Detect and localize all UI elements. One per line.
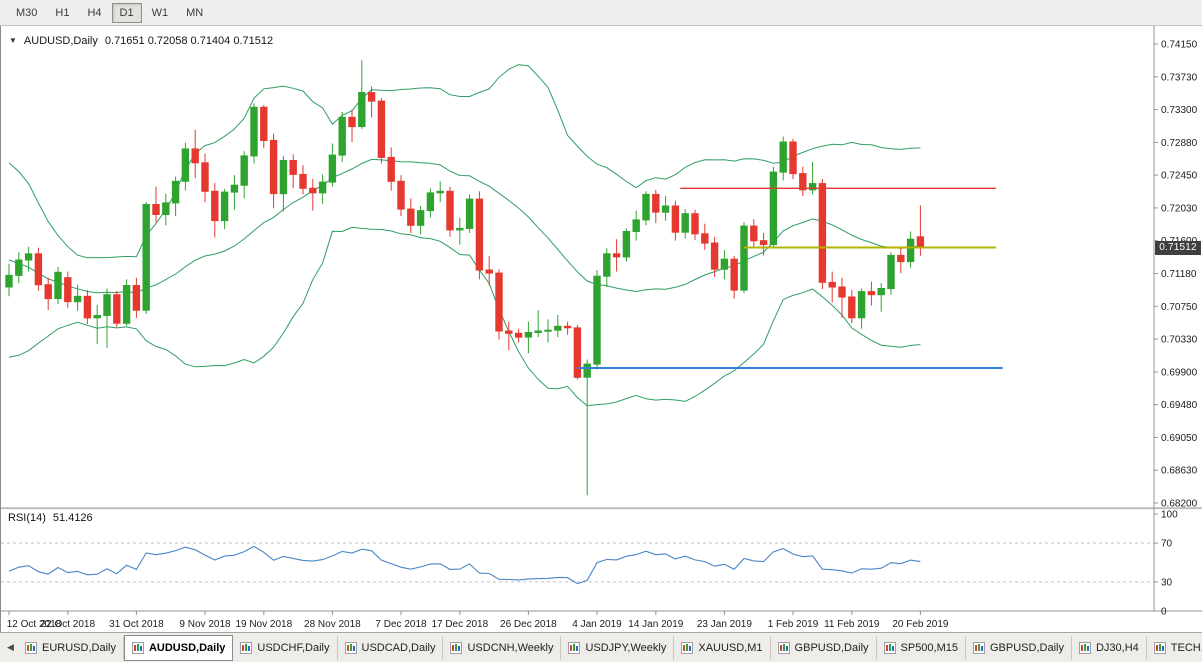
svg-text:4 Jan 2019: 4 Jan 2019 xyxy=(572,619,622,630)
svg-text:11 Feb 2019: 11 Feb 2019 xyxy=(824,619,880,630)
chart-area[interactable]: 0.74150 0.73730 0.73300 0.72880 0.72450 0.720… xyxy=(0,26,1202,632)
tab-label: TECH10 xyxy=(1170,641,1202,654)
chart-ohlc-values: 0.71651 0.72058 0.71404 0.71512 xyxy=(104,35,274,47)
current-price-badge: 0.71512 xyxy=(1155,241,1201,255)
svg-text:0.70330: 0.70330 xyxy=(1161,335,1198,346)
tab-label: GBPUSD,Daily xyxy=(990,641,1064,654)
tab-chart-icon xyxy=(777,641,790,654)
tab-chart-icon xyxy=(25,641,37,654)
svg-text:20 Feb 2019: 20 Feb 2019 xyxy=(892,619,949,630)
tab-label: SP500,M15 xyxy=(900,641,958,654)
tab-usdchf-daily[interactable]: USDCHF,Daily xyxy=(233,635,338,660)
tab-label: USDJPY,Weekly xyxy=(585,641,667,654)
rsi-name: RSI(14) xyxy=(8,512,46,524)
tab-label: USDCHF,Daily xyxy=(257,641,330,654)
svg-text:22 Oct 2018: 22 Oct 2018 xyxy=(41,619,96,630)
svg-text:0: 0 xyxy=(1161,607,1167,618)
rsi-axis: 100 70 30 0 xyxy=(1154,510,1178,618)
tab-chart-icon xyxy=(681,641,694,654)
timeframe-h4-button[interactable]: H4 xyxy=(79,3,109,23)
svg-text:0.73730: 0.73730 xyxy=(1161,72,1198,83)
timeframe-w1-button[interactable]: W1 xyxy=(144,3,177,23)
svg-text:0.72880: 0.72880 xyxy=(1161,138,1198,149)
chart-ohlc-header: ▼ AUDUSD,Daily 0.71651 0.72058 0.71404 0… xyxy=(9,35,273,47)
svg-text:0.73300: 0.73300 xyxy=(1161,105,1198,116)
tab-chart-icon xyxy=(131,641,144,654)
svg-text:0.69050: 0.69050 xyxy=(1161,433,1198,444)
tab-gbpusd-daily-2[interactable]: GBPUSD,Daily xyxy=(966,635,1072,660)
tab-tech10[interactable]: TECH10 xyxy=(1147,636,1202,660)
tab-dj30-h4[interactable]: DJ30,H4 xyxy=(1072,635,1147,660)
svg-text:30: 30 xyxy=(1161,577,1173,588)
symbol-dropdown-icon[interactable]: ▼ xyxy=(9,36,17,45)
rsi-line xyxy=(8,545,921,585)
tabs-scroll-left-icon[interactable]: ◀ xyxy=(7,642,14,652)
tab-chart-icon xyxy=(1153,641,1166,654)
price-axis[interactable]: 0.74150 0.73730 0.73300 0.72880 0.72450 0.720… xyxy=(1154,40,1198,510)
timeframe-m30-button[interactable]: M30 xyxy=(8,3,45,23)
svg-text:0.70750: 0.70750 xyxy=(1161,302,1198,313)
tab-usdcad-daily[interactable]: USDCAD,Daily xyxy=(338,635,444,660)
rsi-guide-lines xyxy=(1,542,1154,583)
tab-gbpusd-daily[interactable]: GBPUSD,Daily xyxy=(771,635,877,660)
timeframe-d1-button[interactable]: D1 xyxy=(111,2,142,23)
tab-label: AUDUSD,Daily xyxy=(148,641,226,654)
timeframe-h1-button[interactable]: H1 xyxy=(47,3,77,23)
svg-text:7 Dec 2018: 7 Dec 2018 xyxy=(375,619,427,630)
tab-chart-icon xyxy=(883,641,896,654)
svg-text:0.72030: 0.72030 xyxy=(1161,203,1198,214)
svg-text:19 Nov 2018: 19 Nov 2018 xyxy=(235,619,292,630)
rsi-value: 51.4126 xyxy=(52,512,93,524)
tab-chart-icon xyxy=(240,641,253,654)
svg-text:0.74150: 0.74150 xyxy=(1161,40,1198,51)
svg-text:12 Oct 2018: 12 Oct 2018 xyxy=(7,619,62,630)
price-chart-plot[interactable]: 0.74150 0.73730 0.73300 0.72880 0.72450 0.720… xyxy=(1,26,1202,632)
svg-text:26 Dec 2018: 26 Dec 2018 xyxy=(500,619,557,630)
svg-text:0.69480: 0.69480 xyxy=(1161,400,1198,411)
tab-usdjpy-weekly[interactable]: USDJPY,Weekly xyxy=(561,635,675,660)
tab-label: EURUSD,Daily xyxy=(42,641,116,654)
tab-chart-icon xyxy=(973,641,985,654)
svg-text:0.69900: 0.69900 xyxy=(1161,367,1198,378)
tab-chart-icon xyxy=(344,641,357,654)
chart-symbol-label: AUDUSD,Daily xyxy=(23,35,98,47)
chart-tabs-bar: ◀ EURUSD,Daily AUDUSD,Daily USDCHF,Daily… xyxy=(0,632,1202,662)
timeframe-toolbar: M30 H1 H4 D1 W1 MN xyxy=(0,0,1202,26)
tab-label: XAUUSD,M1 xyxy=(698,641,763,654)
svg-text:0.72450: 0.72450 xyxy=(1161,171,1198,182)
tab-chart-icon xyxy=(450,641,463,654)
candles-layer xyxy=(5,60,925,496)
tab-sp500-m15[interactable]: SP500,M15 xyxy=(877,635,966,660)
rsi-indicator-label: RSI(14) 51.4126 xyxy=(8,512,93,524)
svg-text:31 Oct 2018: 31 Oct 2018 xyxy=(109,619,164,630)
svg-text:70: 70 xyxy=(1161,539,1173,550)
tab-label: GBPUSD,Daily xyxy=(794,641,869,654)
svg-text:23 Jan 2019: 23 Jan 2019 xyxy=(697,619,752,630)
svg-text:0.68630: 0.68630 xyxy=(1161,466,1198,477)
svg-text:28 Nov 2018: 28 Nov 2018 xyxy=(304,619,361,630)
svg-text:0.68200: 0.68200 xyxy=(1161,499,1198,510)
tab-xauusd-m1[interactable]: XAUUSD,M1 xyxy=(674,635,771,660)
svg-text:14 Jan 2019: 14 Jan 2019 xyxy=(628,619,683,630)
tab-chart-icon xyxy=(1078,641,1091,654)
svg-text:0.71180: 0.71180 xyxy=(1161,269,1197,280)
svg-text:17 Dec 2018: 17 Dec 2018 xyxy=(431,619,488,630)
tab-eurusd-daily[interactable]: EURUSD,Daily xyxy=(18,635,124,660)
svg-text:1 Feb 2019: 1 Feb 2019 xyxy=(768,619,819,630)
tab-label: USDCNH,Weekly xyxy=(467,641,554,654)
svg-text:100: 100 xyxy=(1161,510,1178,521)
tab-label: USDCAD,Daily xyxy=(361,641,436,654)
timeframe-mn-button[interactable]: MN xyxy=(178,3,211,23)
tab-usdcnh-weekly[interactable]: USDCNH,Weekly xyxy=(443,635,562,660)
tab-label: DJ30,H4 xyxy=(1095,641,1139,654)
tab-audusd-daily[interactable]: AUDUSD,Daily xyxy=(123,634,234,661)
svg-text:9 Nov 2018: 9 Nov 2018 xyxy=(179,619,231,630)
tab-chart-icon xyxy=(568,641,581,654)
